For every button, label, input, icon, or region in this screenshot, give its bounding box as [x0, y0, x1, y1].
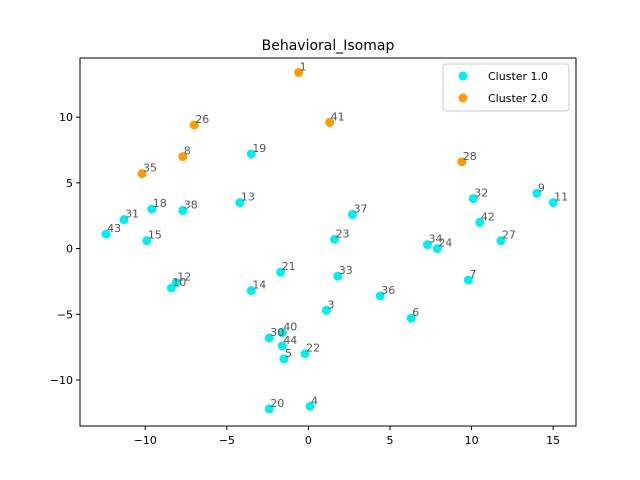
data-point — [321, 305, 331, 315]
data-point — [347, 209, 357, 219]
data-point — [264, 404, 274, 414]
point-label: 35 — [143, 162, 157, 175]
point-label: 38 — [184, 198, 198, 211]
data-point — [496, 236, 506, 246]
point-label: 11 — [554, 191, 568, 204]
legend-label-cluster-1: Cluster 1.0 — [488, 70, 548, 83]
data-point — [277, 341, 287, 351]
data-point — [246, 286, 256, 296]
data-point — [279, 354, 289, 364]
data-point — [548, 198, 558, 208]
point-label: 32 — [474, 187, 488, 200]
point-label: 26 — [195, 113, 209, 126]
point-label: 14 — [252, 279, 266, 292]
data-point — [142, 236, 152, 246]
point-label: 33 — [339, 264, 353, 277]
point-label: 10 — [172, 276, 186, 289]
data-point — [432, 244, 442, 254]
data-point — [235, 198, 245, 208]
point-label: 8 — [184, 145, 191, 158]
data-point — [178, 152, 188, 162]
point-label: 34 — [429, 233, 443, 246]
data-point — [532, 188, 542, 198]
data-point — [333, 271, 343, 281]
data-point — [463, 275, 473, 285]
y-tick-label: 10 — [59, 111, 73, 124]
data-point — [264, 333, 274, 343]
data-point — [325, 117, 335, 127]
data-point — [246, 149, 256, 159]
legend-marker-cluster-2 — [458, 93, 468, 103]
data-point — [423, 240, 433, 250]
data-point — [300, 349, 310, 359]
point-label: 43 — [107, 222, 121, 235]
data-point — [147, 204, 157, 214]
legend-box — [442, 63, 570, 112]
point-label: 5 — [285, 347, 292, 360]
data-point — [475, 217, 485, 227]
data-point — [294, 67, 304, 77]
point-label: 20 — [270, 397, 284, 410]
point-label: 3 — [327, 298, 334, 311]
point-label: 42 — [481, 210, 495, 223]
legend: Cluster 1.0 Cluster 2.0 — [442, 63, 570, 112]
point-label: 7 — [469, 268, 476, 281]
point-label: 30 — [270, 326, 284, 339]
data-point — [166, 283, 176, 293]
point-label: 21 — [282, 260, 296, 273]
point-label: 40 — [283, 321, 297, 334]
point-label: 36 — [381, 284, 395, 297]
point-label: 41 — [331, 110, 345, 123]
y-tick-label: −10 — [50, 374, 73, 387]
plot-frame — [79, 57, 577, 427]
data-point — [468, 194, 478, 204]
point-label: 13 — [241, 191, 255, 204]
point-label: 9 — [538, 181, 545, 194]
point-label: 22 — [306, 342, 320, 355]
point-label: 6 — [412, 306, 419, 319]
point-label: 37 — [353, 202, 367, 215]
point-label: 24 — [438, 237, 452, 250]
chart-title: Behavioral_Isomap — [262, 38, 395, 54]
point-label: 4 — [311, 394, 318, 407]
point-label: 31 — [125, 208, 139, 221]
data-point — [457, 157, 467, 167]
y-tick-label: 5 — [66, 177, 73, 190]
point-label: 44 — [283, 334, 297, 347]
data-point — [101, 229, 111, 239]
point-label: 28 — [463, 150, 477, 163]
data-point — [330, 234, 340, 244]
data-point — [137, 169, 147, 179]
data-point — [406, 313, 416, 323]
legend-label-cluster-2: Cluster 2.0 — [488, 92, 548, 105]
x-tick-label: 5 — [387, 434, 394, 447]
data-point — [277, 328, 287, 338]
data-point — [375, 291, 385, 301]
y-tick-label: −5 — [57, 308, 73, 321]
x-tick-label: 10 — [465, 434, 479, 447]
point-label: 15 — [148, 229, 162, 242]
data-point — [189, 120, 199, 130]
data-point — [119, 215, 129, 225]
data-point — [178, 205, 188, 215]
point-label: 19 — [252, 142, 266, 155]
data-points — [101, 67, 558, 414]
point-label: 23 — [336, 227, 350, 240]
data-point — [276, 267, 286, 277]
legend-marker-cluster-1 — [458, 71, 468, 81]
point-label: 27 — [502, 229, 516, 242]
data-point — [305, 401, 315, 411]
x-tick-label: 15 — [546, 434, 560, 447]
y-tick-label: 0 — [66, 243, 73, 256]
x-tick-label: −5 — [219, 434, 235, 447]
x-tick-label: 0 — [305, 434, 312, 447]
point-label: 18 — [153, 197, 167, 210]
point-label: 1 — [300, 60, 307, 73]
x-tick-label: −10 — [134, 434, 157, 447]
point-label: 12 — [177, 271, 191, 284]
axis-ticks: −10 −5 0 5 10 15 −10 −5 0 5 10 — [50, 111, 560, 447]
